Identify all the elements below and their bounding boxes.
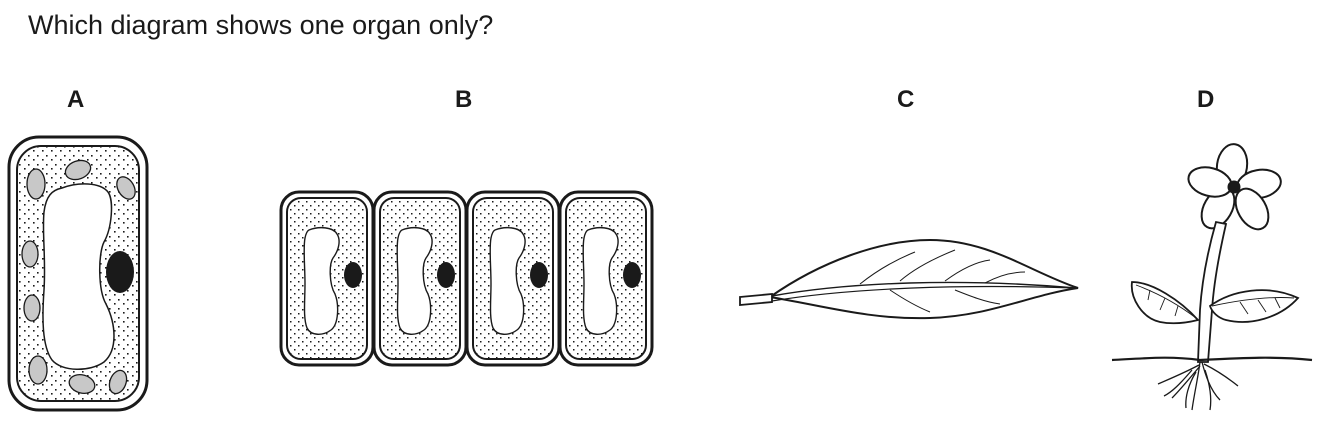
cell-b4 (558, 190, 654, 367)
option-label-b: B (455, 86, 473, 113)
stem (1197, 220, 1228, 363)
roots (1157, 361, 1239, 411)
diagram-d-flowering-plant (1111, 143, 1313, 411)
leaf-blade (767, 238, 1079, 320)
vacuole-a (42, 183, 115, 370)
flower-petals (1187, 143, 1282, 231)
diagram-b-cell-row (279, 190, 654, 367)
diagram-c-leaf (739, 238, 1079, 320)
left-leaf (1130, 281, 1200, 325)
right-leaf (1208, 289, 1300, 323)
leaf-petiole (739, 293, 773, 306)
leaf-veins (859, 249, 1026, 313)
leaf-midrib-2 (771, 285, 1077, 302)
leaf-midrib (771, 281, 1077, 297)
cell-b2 (372, 190, 468, 367)
diagram-a-plant-cell (7, 135, 149, 412)
option-label-c: C (897, 86, 915, 113)
soil-line (1111, 356, 1313, 362)
flower-centre (1227, 180, 1241, 194)
cell-b1 (279, 190, 375, 367)
cell-wall-a (7, 135, 149, 412)
option-label-d: D (1197, 86, 1215, 113)
nucleus-a (106, 251, 134, 293)
chloroplasts-a (21, 159, 136, 395)
leaf-veins-d (1135, 284, 1295, 319)
question-text: Which diagram shows one organ only? (28, 10, 494, 40)
option-label-a: A (67, 86, 85, 113)
cell-b3 (465, 190, 561, 367)
